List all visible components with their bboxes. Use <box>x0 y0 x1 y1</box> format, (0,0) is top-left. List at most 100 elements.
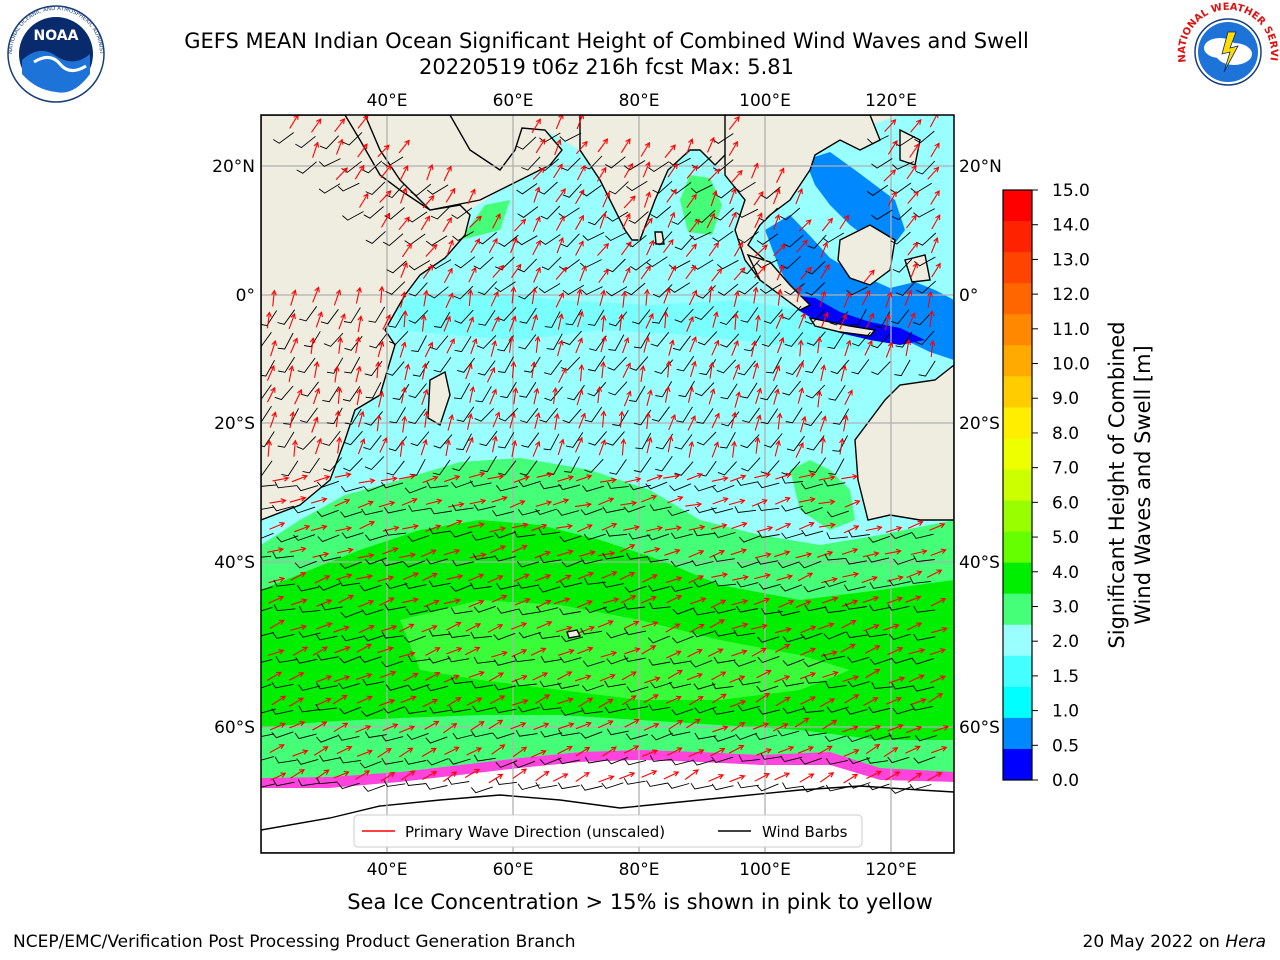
wave-arrow <box>424 720 439 730</box>
wave-arrow-head <box>933 166 940 173</box>
wave-arrow-head <box>740 474 747 480</box>
wave-arrow <box>576 389 583 406</box>
wave-arrow <box>642 574 658 583</box>
wave-arrow-head <box>271 339 277 347</box>
wave-arrow <box>575 215 584 230</box>
wave-arrow <box>511 287 515 304</box>
wind-barb <box>763 433 783 448</box>
wind-barb <box>495 778 518 785</box>
wind-barb <box>711 682 734 690</box>
wind-barb <box>757 481 780 489</box>
wave-arrow <box>773 389 779 405</box>
wave-arrow-head <box>831 719 838 726</box>
wind-barb <box>318 183 341 194</box>
wave-arrow-head <box>893 623 900 630</box>
wind-barb <box>670 560 693 568</box>
wave-arrow-head <box>451 723 458 729</box>
wave-arrow-head <box>558 339 564 346</box>
wave-arrow-head <box>271 289 277 296</box>
wind-barb <box>804 676 827 684</box>
wave-arrow <box>444 746 460 755</box>
wave-arrow-head <box>450 187 456 194</box>
wave-arrow <box>446 338 455 354</box>
wind-barb <box>562 183 582 198</box>
wave-arrow <box>511 675 527 683</box>
wave-arrow-head <box>829 698 836 704</box>
wave-arrow-head <box>347 547 354 554</box>
wind-barb <box>540 205 561 220</box>
wave-arrow-head <box>808 773 815 779</box>
wind-barb <box>689 231 712 241</box>
wave-arrow-head <box>378 285 385 292</box>
wave-arrow-head <box>362 143 368 150</box>
wave-arrow-head <box>589 550 596 556</box>
colorbar-title: Significant Height of Combined Wind Wave… <box>1104 321 1156 648</box>
wave-arrow-head <box>393 525 400 532</box>
colorbar-tick-label: 4.0 <box>1052 563 1079 583</box>
wave-arrow-head <box>810 625 817 631</box>
wind-barb <box>823 631 846 640</box>
wave-arrow-head <box>629 571 636 578</box>
wave-arrow-head <box>385 190 392 196</box>
wave-arrow <box>356 696 372 704</box>
colorbar-frame <box>1002 189 1033 781</box>
wind-barb <box>535 782 558 789</box>
wave-arrow <box>316 599 332 607</box>
wave-arrow <box>445 440 450 457</box>
wind-barb <box>909 576 932 584</box>
wave-arrow-head <box>742 622 749 628</box>
wind-barb <box>869 658 892 665</box>
wave-arrow-head <box>694 218 700 225</box>
wave-arrow <box>819 772 834 783</box>
wind-barb <box>559 608 582 616</box>
colorbar-tick-label: 12.0 <box>1052 285 1090 305</box>
wave-arrow <box>772 189 780 205</box>
wave-arrow <box>420 439 427 456</box>
wind-barb <box>319 554 342 562</box>
wave-arrow <box>819 416 826 432</box>
wave-arrow-head <box>302 749 309 755</box>
wave-arrow-head <box>559 438 565 445</box>
wind-barb <box>649 602 671 610</box>
wave-arrow-head <box>302 646 309 652</box>
wave-arrow <box>800 626 816 634</box>
wave-arrow <box>556 237 564 254</box>
wind-barb <box>580 627 603 635</box>
wave-arrow <box>795 188 803 205</box>
wave-arrow-head <box>290 312 296 320</box>
wave-arrow <box>883 624 899 631</box>
wind-barb <box>780 755 803 763</box>
legend-wind-label: Wind Barbs <box>762 823 848 841</box>
wave-arrow-head <box>675 695 682 702</box>
wind-barb <box>651 406 670 422</box>
wave-arrow-head <box>608 497 615 503</box>
wave-arrow-head <box>676 669 683 675</box>
wind-barb <box>781 505 804 512</box>
wind-barb <box>847 735 870 743</box>
wave-arrow <box>750 163 759 179</box>
wave-arrow <box>863 697 878 706</box>
wave-arrow-head <box>346 525 353 532</box>
wave-arrow-head <box>501 594 508 601</box>
wave-arrow-head <box>760 265 766 272</box>
wave-arrow-head <box>399 439 405 446</box>
wind-barb <box>317 534 340 543</box>
wave-arrow-head <box>741 521 748 528</box>
wave-arrow <box>314 575 330 584</box>
wind-barb <box>342 385 361 402</box>
wind-barb <box>558 757 580 765</box>
wave-arrow <box>338 337 342 354</box>
land-borneo <box>837 224 896 286</box>
wind-barb <box>632 309 651 325</box>
wind-barb <box>894 359 911 377</box>
wave-arrow <box>640 596 657 604</box>
wave-arrow <box>774 440 780 457</box>
wave-arrow <box>908 674 924 683</box>
wave-arrow <box>710 599 726 609</box>
wave-arrow <box>401 598 418 604</box>
wave-arrow-head <box>523 573 530 579</box>
wave-arrow-head <box>779 167 785 174</box>
wave-arrow-head <box>577 388 584 395</box>
wave-arrow <box>464 647 480 656</box>
wave-arrow <box>511 523 528 529</box>
